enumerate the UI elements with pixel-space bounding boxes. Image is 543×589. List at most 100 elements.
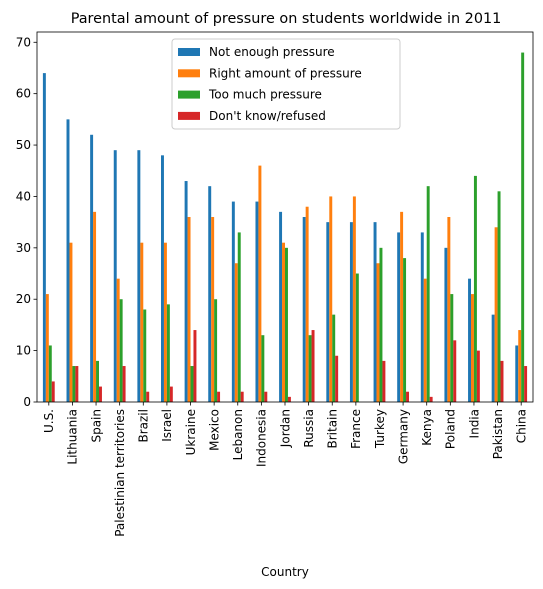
x-tick-label: Kenya xyxy=(420,409,434,446)
x-tick-label: U.S. xyxy=(42,409,56,433)
y-axis: 0 10 20 30 40 50 60 70 xyxy=(16,35,37,409)
plot-frame xyxy=(36,31,534,403)
x-tick-label: Germany xyxy=(396,409,410,464)
legend-frame xyxy=(171,38,401,130)
bar xyxy=(326,222,330,402)
legend: Not enough pressure Right amount of press… xyxy=(171,38,401,130)
legend-label: Right amount of pressure xyxy=(209,66,362,80)
x-tick-label: France xyxy=(349,409,363,449)
bar xyxy=(214,299,218,402)
bar xyxy=(255,201,259,402)
bar xyxy=(376,263,380,402)
bar xyxy=(69,242,73,402)
legend-swatch xyxy=(178,90,200,99)
x-tick-label: Indonesia xyxy=(255,409,269,467)
y-tick-label: 20 xyxy=(16,292,31,306)
bar xyxy=(403,258,407,402)
bar xyxy=(211,217,215,402)
x-tick-label: Turkey xyxy=(373,409,387,449)
bar xyxy=(99,386,102,402)
bar xyxy=(261,335,265,402)
bar xyxy=(476,350,480,402)
bar xyxy=(137,150,141,402)
x-tick-label: Ukraine xyxy=(184,409,198,455)
bar xyxy=(72,366,76,402)
x-tick-label: India xyxy=(467,409,481,438)
bar xyxy=(302,217,306,402)
bar xyxy=(258,165,262,402)
bar xyxy=(311,330,315,402)
bar xyxy=(287,396,291,402)
bars-group xyxy=(42,52,528,403)
bar xyxy=(169,386,173,402)
bar xyxy=(51,381,55,402)
bar xyxy=(444,247,448,402)
bar xyxy=(518,330,522,402)
legend-label: Don't know/refused xyxy=(209,109,326,123)
bar xyxy=(45,294,49,402)
bar xyxy=(468,278,471,402)
bar xyxy=(161,155,164,402)
bar xyxy=(426,186,430,402)
bar xyxy=(264,391,268,402)
bar xyxy=(234,263,238,402)
bar xyxy=(146,391,150,402)
y-tick-label: 10 xyxy=(16,344,31,358)
x-tick-label: Lebanon xyxy=(231,409,245,460)
bar xyxy=(143,309,147,402)
bar xyxy=(500,360,504,402)
bar xyxy=(66,119,70,403)
bar xyxy=(237,232,241,402)
bar xyxy=(305,206,309,402)
bar xyxy=(140,242,144,402)
bar xyxy=(96,360,99,402)
x-tick-label: Britain xyxy=(326,409,340,449)
bar xyxy=(75,366,79,402)
y-tick-label: 50 xyxy=(16,138,31,152)
bar xyxy=(429,396,433,402)
bar xyxy=(400,211,404,402)
x-axis: U.S. Lithuania Spain Palestinian territorie… xyxy=(42,402,528,537)
bar xyxy=(184,181,188,402)
bar xyxy=(166,304,170,402)
y-tick-label: 70 xyxy=(16,35,31,49)
bar xyxy=(48,345,52,402)
legend-label: Too much pressure xyxy=(208,88,322,102)
bar xyxy=(447,217,451,402)
bar xyxy=(494,227,498,402)
x-tick-label: Lithuania xyxy=(66,409,80,465)
bar xyxy=(497,191,501,402)
bar xyxy=(190,366,194,402)
bar xyxy=(240,391,244,402)
bar xyxy=(420,232,424,402)
bar xyxy=(515,345,519,402)
bar xyxy=(521,52,525,403)
bar xyxy=(450,294,454,402)
bar xyxy=(187,217,191,402)
bar xyxy=(473,175,477,402)
bar xyxy=(163,242,167,402)
x-tick-label: Brazil xyxy=(137,409,151,443)
legend-swatch xyxy=(178,111,200,120)
bar xyxy=(113,150,117,402)
bar xyxy=(329,196,333,402)
bar xyxy=(231,201,235,402)
bar xyxy=(208,186,212,402)
y-tick-label: 60 xyxy=(16,87,31,101)
bar xyxy=(423,278,427,402)
bar xyxy=(406,391,409,402)
bar xyxy=(349,222,353,402)
bar xyxy=(90,134,94,402)
x-tick-label: China xyxy=(514,409,528,443)
bar xyxy=(217,391,221,402)
bar xyxy=(524,366,528,402)
x-tick-label: Spain xyxy=(89,409,103,443)
bar xyxy=(453,340,457,402)
chart-title: Parental amount of pressure on students … xyxy=(71,11,502,27)
bar xyxy=(471,294,474,402)
x-tick-label: Poland xyxy=(444,409,458,449)
y-tick-label: 30 xyxy=(16,241,31,255)
y-tick-label: 40 xyxy=(16,189,31,203)
x-axis-label: Country xyxy=(261,565,309,579)
bar xyxy=(379,247,383,402)
